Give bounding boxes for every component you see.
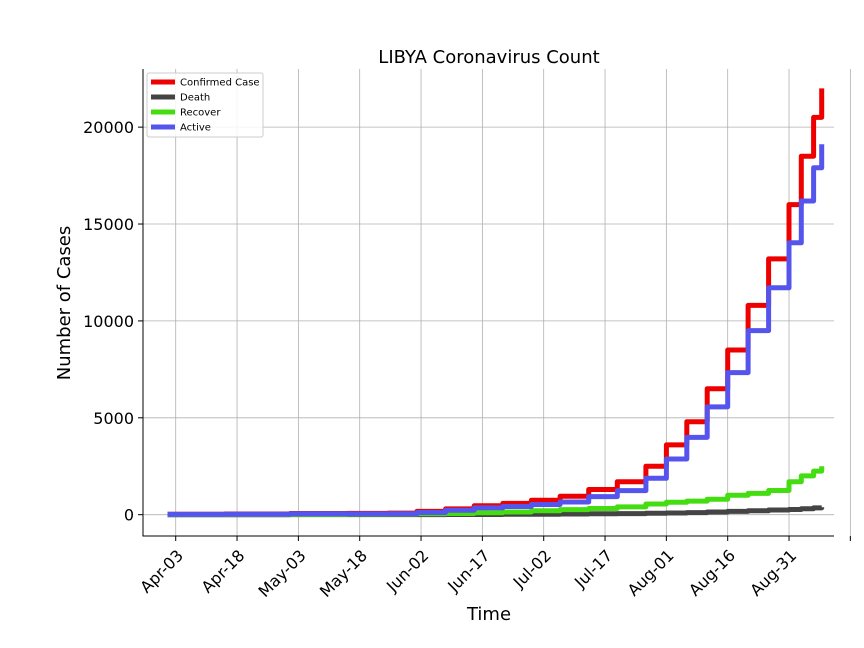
- y-axis-title: Number of Cases: [54, 226, 75, 381]
- x-tick-label: Jun-17: [443, 546, 493, 596]
- y-tick-label: 10000: [83, 312, 134, 331]
- x-tick-label: Jul-17: [570, 546, 616, 592]
- y-tick-label: 5000: [93, 409, 134, 428]
- legend-label: Active: [180, 123, 211, 134]
- x-tick-label: Jun-02: [382, 546, 432, 596]
- legend-label: Death: [180, 93, 210, 104]
- axes: Apr-03 Apr-18 May-03 May-18 Jun-02 Jun-17 Jul-…: [83, 69, 851, 601]
- series-line-confirmed-case: [167, 88, 825, 517]
- legend: Confirmed Case Death Recover Active: [146, 72, 264, 138]
- x-axis-title: Time: [466, 604, 511, 625]
- legend-box: [146, 72, 264, 138]
- y-tick-label: 0: [124, 506, 134, 525]
- x-tick-label: Aug-31: [746, 546, 800, 600]
- series-line-active: [167, 144, 825, 517]
- x-tick-label: Apr-03: [136, 546, 187, 597]
- legend-label: Recover: [180, 108, 221, 119]
- x-tick-label: May-18: [316, 546, 371, 601]
- x-tick-label: May-03: [255, 546, 310, 601]
- legend-label: Confirmed Case: [180, 78, 260, 89]
- y-tick-label: 20000: [83, 118, 134, 137]
- grid-lines: [143, 69, 851, 536]
- x-tick-label: Apr-18: [198, 546, 249, 597]
- x-tick-label: Jul-02: [509, 546, 555, 592]
- x-tick-label: Aug-16: [685, 546, 739, 600]
- y-tick-label: 15000: [83, 215, 134, 234]
- x-tick-label: Aug-01: [624, 546, 678, 600]
- chart-title: LIBYA Coronavirus Count: [378, 47, 599, 68]
- series-lines: [167, 88, 825, 518]
- axis-spines: [142, 69, 834, 537]
